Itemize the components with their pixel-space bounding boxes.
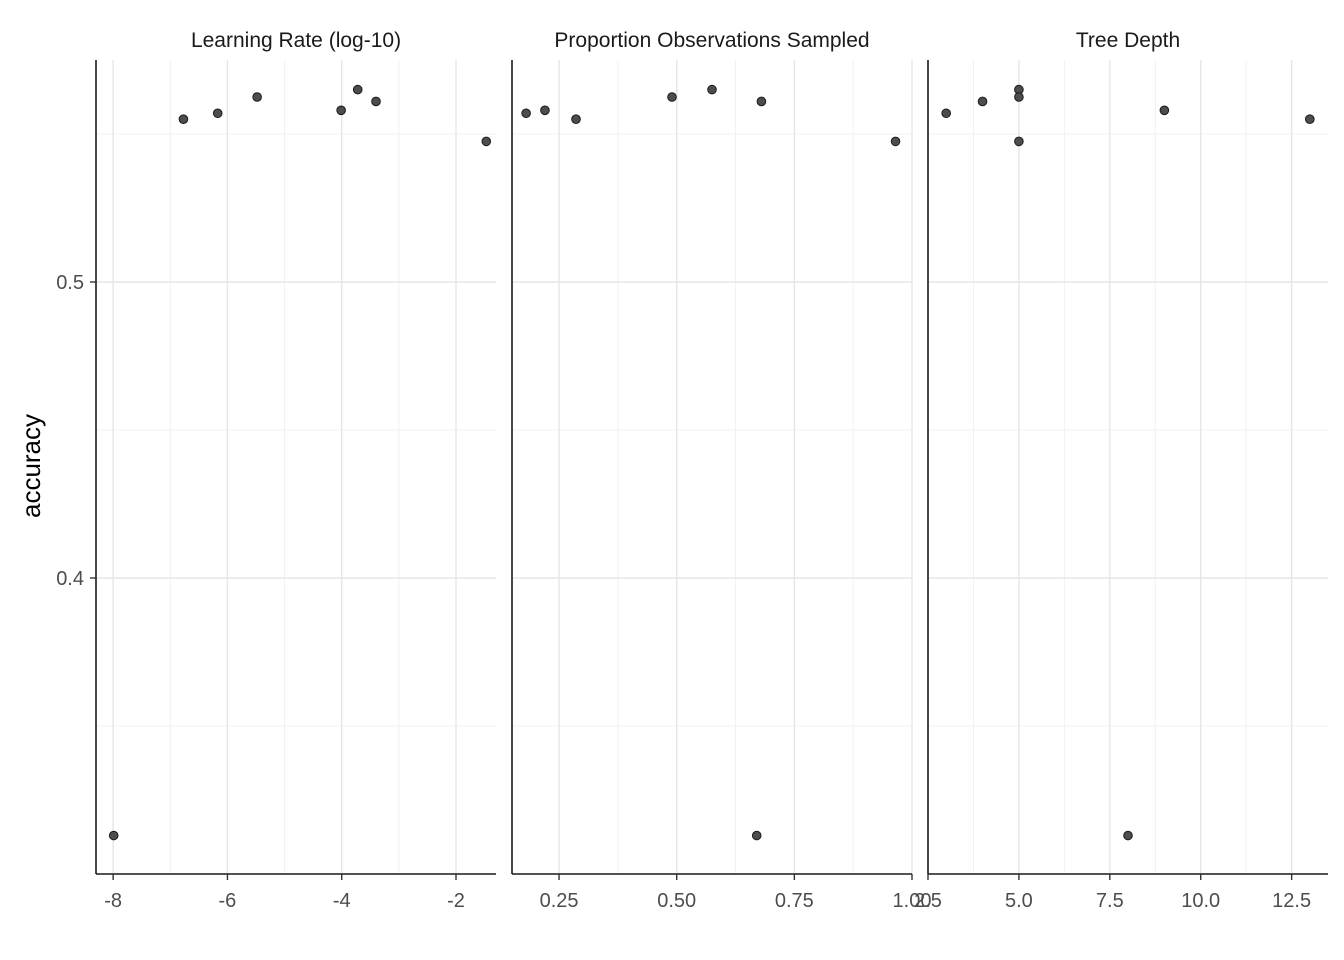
data-point: [1305, 114, 1315, 124]
data-point: [751, 830, 762, 841]
data-point: [667, 92, 677, 102]
x-tick-label: -2: [447, 890, 465, 912]
data-point: [252, 92, 262, 102]
panel-title: Learning Rate (log-10): [191, 29, 401, 52]
x-tick-label: 0.75: [775, 890, 814, 912]
x-tick-label: 7.5: [1096, 890, 1124, 912]
data-point: [108, 830, 119, 841]
data-point: [1159, 105, 1170, 116]
data-point: [571, 114, 581, 124]
x-tick-label: 10.0: [1181, 890, 1220, 912]
data-point: [178, 114, 189, 124]
panel-title: Tree Depth: [1076, 29, 1180, 52]
data-point: [890, 136, 901, 147]
x-tick-label: 0.50: [657, 890, 696, 912]
panel-title: Proportion Observations Sampled: [554, 29, 869, 52]
x-tick-label: 2.5: [914, 890, 942, 912]
data-point: [481, 136, 492, 147]
x-tick-label: 12.5: [1272, 890, 1311, 912]
panel-1: Learning Rate (log-10) -8 -6 -4 -2 0.4 0.5: [56, 29, 496, 912]
y-tick-label: 0.4: [56, 568, 84, 590]
panel-3: Tree Depth 2.5 5.0 7.5 10.0 12.5: [914, 29, 1328, 912]
data-point: [941, 108, 951, 119]
data-point: [707, 84, 717, 95]
data-point: [756, 96, 767, 107]
x-tick-label: 5.0: [1005, 890, 1033, 912]
y-tick-label: 0.5: [56, 272, 84, 294]
data-point: [212, 108, 223, 119]
data-point: [371, 96, 381, 107]
data-point: [977, 96, 988, 107]
x-tick-label: -8: [104, 890, 122, 912]
x-tick-label: -6: [219, 890, 237, 912]
panel-2: Proportion Observations Sampled 0.25 0.50 0…: [511, 29, 932, 912]
data-point: [1014, 136, 1024, 147]
data-point: [540, 105, 550, 116]
data-point: [521, 108, 531, 119]
x-tick-label: -4: [333, 890, 351, 912]
x-tick-label: 1.00: [893, 890, 932, 912]
x-tick-label: 0.25: [540, 890, 579, 912]
data-point: [336, 105, 346, 116]
data-point: [1014, 92, 1024, 102]
data-point: [1123, 830, 1133, 841]
y-axis-title: accuracy: [16, 414, 46, 518]
data-point: [352, 84, 363, 95]
